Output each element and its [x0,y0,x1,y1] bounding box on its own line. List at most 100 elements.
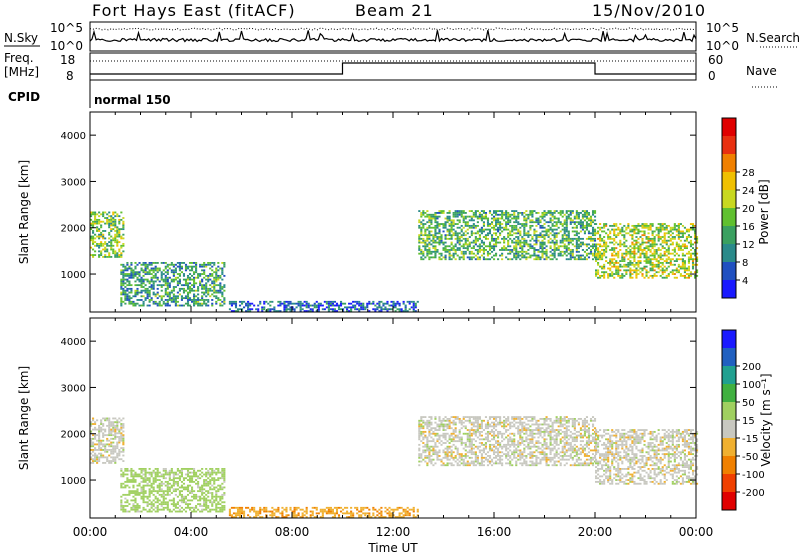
data-cell [295,516,298,518]
data-cell [195,475,198,478]
data-cell [124,501,127,504]
data-cell [132,499,135,502]
data-cell [422,451,425,454]
data-cell [114,445,117,448]
data-cell [438,427,441,430]
data-cell [140,269,143,272]
data-cell [667,258,670,261]
data-cell [629,267,632,270]
data-cell [168,267,171,270]
data-cell [108,424,111,427]
data-cell [402,300,405,303]
data-cell [346,306,349,309]
data-cell [553,250,556,253]
data-cell [228,510,231,513]
data-cell [509,250,512,253]
data-cell [283,306,286,309]
data-cell [468,224,471,227]
data-cell [418,455,421,457]
data-cell [687,258,691,261]
data-cell [261,310,264,312]
data-cell [114,417,117,420]
data-cell [108,449,111,451]
data-cell [675,269,678,272]
data-cell [448,212,451,214]
data-cell [106,434,109,437]
data-cell [559,252,562,255]
data-cell [134,490,137,493]
data-cell [128,295,131,298]
data-cell [120,302,123,305]
data-cell [659,252,662,255]
data-cell [273,508,276,511]
data-cell [152,477,155,480]
data-cell [424,423,427,426]
data-cell [94,449,97,451]
data-cell [191,262,194,264]
data-cell [667,256,670,259]
data-cell [426,423,429,426]
data-cell [120,423,123,425]
data-cell [102,211,105,214]
data-cell [160,262,163,264]
data-cell [166,505,169,507]
data-cell [428,243,431,246]
data-cell [499,223,502,225]
data-cell [110,449,113,451]
data-cell [170,510,173,513]
data-cell [428,250,431,253]
data-cell [442,429,445,431]
data-cell [571,252,574,255]
data-cell [158,284,161,287]
data-cell [422,212,425,214]
data-cell [203,271,206,274]
data-cell [432,250,435,253]
data-cell [126,280,129,283]
data-cell [478,250,481,253]
data-cell [327,506,330,509]
data-cell [609,230,612,233]
data-cell [166,503,169,506]
data-cell [311,308,314,311]
data-cell [559,223,562,225]
data-cell [158,304,161,307]
data-cell [122,220,125,223]
data-cell [490,256,494,259]
data-cell [215,506,218,509]
data-cell [480,215,483,218]
data-cell [683,263,686,266]
colorbar-cell [722,172,736,190]
data-cell [148,300,151,303]
data-cell [90,449,93,451]
data-cell [645,247,648,250]
data-cell [575,247,578,250]
data-cell [689,252,693,255]
data-cell [134,505,137,507]
nave-top-tick: 60 [708,53,723,67]
data-cell [458,258,461,261]
data-cell [142,499,145,502]
data-cell [195,271,198,274]
data-cell [509,221,512,224]
data-cell [108,434,111,437]
data-cell [140,488,143,491]
data-cell [221,506,224,509]
data-cell [319,508,322,511]
data-cell [505,221,508,224]
data-cell [110,430,113,433]
data-cell [199,282,202,285]
data-cell [398,512,401,515]
data-cell [166,287,169,290]
data-cell [460,236,463,238]
data-cell [609,249,612,251]
data-cell [172,263,175,266]
data-cell [575,221,578,224]
y-tick-label: 1000 [61,270,86,281]
data-cell [100,419,103,422]
data-cell [108,454,111,457]
data-cell [263,506,266,509]
data-cell [110,456,113,459]
data-cell [687,252,691,255]
data-cell [249,516,252,518]
data-cell [384,306,387,309]
